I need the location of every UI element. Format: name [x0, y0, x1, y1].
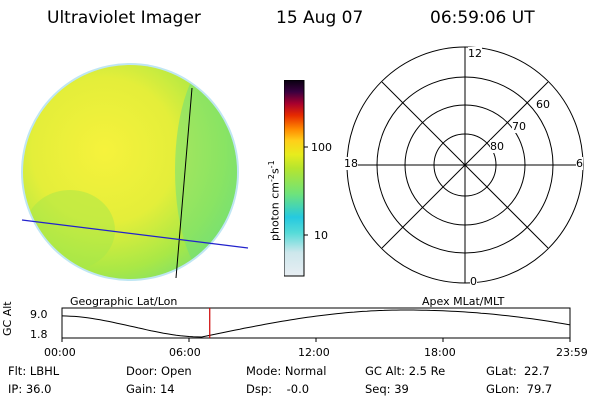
globe-caption: Geographic Lat/Lon: [70, 295, 178, 308]
orbit-xtick-0600: 06:00: [169, 346, 201, 359]
orbit-xtick-2359: 23:59: [556, 346, 588, 359]
lat-label-70: 70: [512, 120, 526, 133]
status-gc-alt: GC Alt: 2.5 Re: [365, 364, 446, 378]
orbit-xtick-1200: 12:00: [298, 346, 330, 359]
status-seq: Seq: 39: [365, 382, 409, 396]
date-label: 15 Aug 07: [276, 8, 364, 28]
status-door: Door: Open: [126, 364, 192, 378]
mlt-label-18: 18: [344, 157, 358, 170]
time-label: 06:59:06 UT: [430, 8, 535, 28]
status-glon: GLon: 79.7: [486, 382, 553, 396]
instrument-title: Ultraviolet Imager: [47, 8, 201, 28]
orbit-xtick-1800: 18:00: [424, 346, 456, 359]
status-gain: Gain: 14: [126, 382, 175, 396]
lat-label-80: 80: [490, 140, 504, 153]
meridian-line: [175, 87, 193, 279]
mlt-label-0: 0: [470, 275, 477, 288]
uv-globe-image: [21, 63, 249, 281]
orbit-altitude-plot: [61, 307, 571, 342]
polar-caption: Apex MLat/MLT: [422, 295, 505, 308]
orbit-altitude-curve: [61, 309, 571, 338]
status-ip: IP: 36.0: [8, 382, 52, 396]
orbit-ymin: 1.8: [30, 328, 48, 341]
orbit-ylabel: GC Alt: [1, 301, 14, 336]
status-filter: Flt: LBHL: [8, 364, 60, 378]
lat-label-60: 60: [536, 98, 550, 111]
status-mode: Mode: Normal: [246, 364, 327, 378]
colorbar-tick-10: 10: [314, 229, 328, 242]
orbit-ymax: 9.0: [30, 308, 48, 321]
orbit-xtick-0000: 00:00: [44, 346, 76, 359]
mlt-label-12: 12: [468, 47, 482, 60]
status-glat: GLat: 22.7: [486, 364, 550, 378]
colorbar-tick-100: 100: [311, 141, 332, 154]
colorbar-unit-label: photon cm-2s-1: [267, 160, 282, 241]
status-dsp: Dsp: -0.0: [246, 382, 310, 396]
colorbar: [284, 80, 308, 277]
polar-plot: [346, 46, 584, 284]
mlt-label-6: 6: [576, 157, 583, 170]
equator-track-line: [21, 219, 249, 249]
